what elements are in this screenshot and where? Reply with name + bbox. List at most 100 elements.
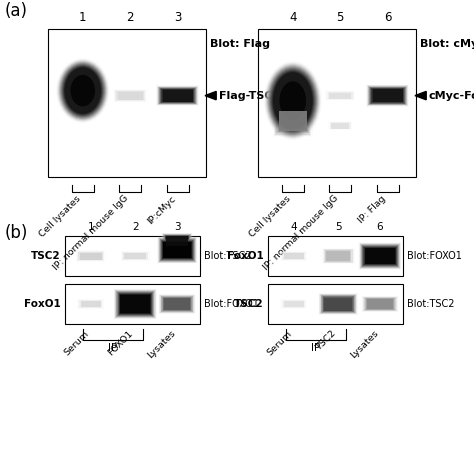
Ellipse shape (265, 63, 320, 138)
Bar (118, 293, 152, 315)
Bar (320, 247, 356, 265)
Bar (282, 300, 305, 308)
Bar (119, 295, 151, 313)
Ellipse shape (64, 67, 101, 114)
Bar (279, 299, 309, 310)
Bar (161, 232, 193, 250)
Bar (79, 300, 102, 308)
Bar (321, 295, 355, 312)
Bar (162, 233, 192, 249)
Text: 6: 6 (384, 11, 392, 24)
Bar (364, 297, 397, 312)
Bar (159, 87, 196, 104)
Ellipse shape (272, 71, 313, 130)
Ellipse shape (268, 66, 318, 135)
Bar (162, 296, 192, 312)
Bar (362, 246, 398, 266)
Bar (164, 297, 191, 311)
Bar (118, 293, 153, 316)
Bar (161, 240, 193, 260)
Bar (324, 249, 353, 262)
Ellipse shape (64, 67, 101, 115)
Bar (328, 92, 353, 99)
Bar (160, 295, 194, 313)
Bar (161, 233, 193, 250)
Bar (157, 237, 197, 263)
Bar (320, 295, 356, 313)
Bar (165, 236, 189, 246)
Ellipse shape (63, 65, 103, 116)
Text: FoxO1: FoxO1 (227, 251, 264, 261)
Bar (159, 87, 196, 104)
Bar (115, 90, 145, 101)
Bar (80, 253, 101, 260)
Bar (163, 242, 191, 258)
Bar (369, 87, 406, 104)
Ellipse shape (61, 64, 104, 118)
Bar (268, 236, 403, 276)
Bar (364, 247, 397, 265)
Bar (166, 236, 188, 246)
Bar (159, 295, 195, 313)
Text: Flag-TSC2: Flag-TSC2 (219, 91, 280, 101)
Bar (325, 91, 356, 101)
Bar (321, 248, 355, 264)
Bar (367, 85, 409, 106)
Bar (323, 296, 354, 312)
Bar (370, 87, 405, 104)
Text: 4: 4 (291, 222, 297, 232)
Text: cMyc-FoxO1: cMyc-FoxO1 (429, 91, 474, 101)
Bar (163, 242, 191, 259)
Bar (120, 252, 150, 261)
Bar (158, 294, 196, 314)
Bar (327, 120, 354, 131)
Bar (358, 242, 402, 270)
Bar (360, 244, 400, 268)
Bar (162, 241, 192, 259)
Text: Blot: cMyc: Blot: cMyc (420, 39, 474, 49)
Text: Lysates: Lysates (348, 329, 380, 361)
Text: TSC2: TSC2 (31, 251, 61, 261)
Text: 1: 1 (87, 222, 94, 232)
Ellipse shape (263, 60, 322, 141)
Bar (327, 92, 354, 100)
Text: Blot:TSC2: Blot:TSC2 (204, 251, 252, 261)
Bar (268, 284, 403, 324)
Bar (361, 244, 399, 268)
Bar (114, 289, 156, 319)
Text: IP: normal mouse IgG: IP: normal mouse IgG (262, 194, 340, 272)
Bar (359, 243, 401, 269)
Text: (a): (a) (5, 2, 28, 20)
Bar (117, 291, 154, 317)
Text: Cell lysates: Cell lysates (248, 194, 293, 239)
Bar (76, 299, 106, 310)
Bar (161, 89, 194, 102)
Bar (371, 88, 404, 103)
Bar (163, 234, 191, 248)
Bar (160, 239, 194, 261)
Bar (156, 236, 198, 264)
Bar (329, 93, 351, 99)
Bar (113, 89, 148, 102)
Ellipse shape (272, 70, 314, 131)
Bar (280, 299, 307, 309)
Polygon shape (205, 92, 216, 100)
Bar (326, 251, 350, 261)
Bar (368, 86, 407, 105)
Bar (318, 293, 358, 315)
Ellipse shape (268, 67, 317, 135)
Bar (119, 294, 151, 314)
Text: IP: Flag: IP: Flag (357, 194, 388, 225)
Bar (163, 297, 191, 311)
Bar (317, 292, 359, 316)
Text: 4: 4 (289, 11, 297, 24)
Text: FOXO1: FOXO1 (107, 329, 135, 358)
Bar (274, 105, 311, 136)
Ellipse shape (264, 61, 322, 140)
Bar (258, 29, 416, 177)
Bar (276, 108, 309, 133)
Bar (164, 235, 190, 247)
Text: Cell lysates: Cell lysates (38, 194, 83, 239)
Bar (117, 91, 144, 100)
Bar (279, 110, 307, 131)
